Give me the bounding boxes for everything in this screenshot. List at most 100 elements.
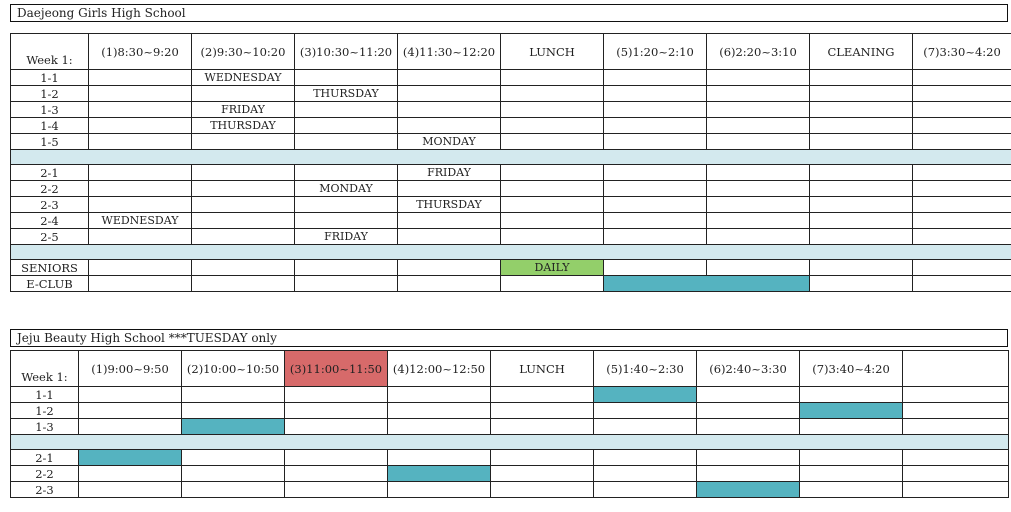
scheduled-block bbox=[696, 481, 800, 498]
schedule-cell: THURSDAY bbox=[191, 117, 295, 134]
schedule-cell bbox=[294, 133, 398, 150]
schedule-cell bbox=[912, 101, 1011, 118]
class-label: 2-3 bbox=[10, 196, 89, 213]
schedule-cell bbox=[706, 259, 810, 276]
period-header: (5)1:20~2:10 bbox=[603, 33, 707, 70]
period-header: CLEANING bbox=[809, 33, 913, 70]
schedule-cell bbox=[500, 212, 604, 229]
schedule-cell bbox=[593, 465, 697, 482]
schedule-cell bbox=[902, 418, 1009, 435]
schedule-cell bbox=[809, 164, 913, 181]
class-label: 1-3 bbox=[10, 418, 79, 435]
schedule-cell bbox=[706, 85, 810, 102]
separator-cell bbox=[10, 244, 1011, 260]
schedule-cell bbox=[912, 275, 1011, 292]
period-header: (4)12:00~12:50 bbox=[387, 350, 491, 387]
schedule-cell bbox=[902, 402, 1009, 419]
period-header: LUNCH bbox=[500, 33, 604, 70]
schedule-cell bbox=[397, 212, 501, 229]
class-row: 1-1 WEDNESDAY bbox=[10, 69, 1011, 86]
schedule-cell bbox=[799, 449, 903, 466]
period-header: (2)9:30~10:20 bbox=[191, 33, 295, 70]
class-label: 1-3 bbox=[10, 101, 89, 118]
schedule-cell bbox=[78, 402, 182, 419]
schedule-cell bbox=[78, 386, 182, 403]
schedule-cell bbox=[912, 133, 1011, 150]
schedule-cell bbox=[799, 465, 903, 482]
timetable-daejeong: Week 1: (1)8:30~9:20 (2)9:30~10:20 (3)10:30… bbox=[10, 33, 1011, 292]
schedule-cell: MONDAY bbox=[397, 133, 501, 150]
class-row: 2-3 bbox=[10, 481, 1009, 498]
schedule-cell bbox=[809, 101, 913, 118]
schedule-cell bbox=[490, 481, 594, 498]
schedule-cell bbox=[397, 69, 501, 86]
class-row: 1-4 THURSDAY bbox=[10, 117, 1011, 134]
schedule-cell bbox=[809, 196, 913, 213]
schedule-cell bbox=[397, 228, 501, 245]
schedule-cell bbox=[88, 69, 192, 86]
schedule-cell bbox=[706, 133, 810, 150]
schedule-cell bbox=[809, 259, 913, 276]
schedule-cell bbox=[88, 196, 192, 213]
schedule-cell bbox=[603, 196, 707, 213]
schedule-cell bbox=[294, 164, 398, 181]
schedule-cell bbox=[181, 386, 285, 403]
class-row: 2-4 WEDNESDAY bbox=[10, 212, 1011, 229]
schedule-cell bbox=[88, 117, 192, 134]
schedule-cell bbox=[706, 180, 810, 197]
schedule-cell bbox=[191, 85, 295, 102]
separator-cell bbox=[10, 434, 1009, 450]
scheduled-block bbox=[799, 402, 903, 419]
schedule-cell: THURSDAY bbox=[397, 196, 501, 213]
schedule-cell bbox=[809, 85, 913, 102]
schedule-cell bbox=[809, 180, 913, 197]
schedule-cell bbox=[706, 101, 810, 118]
schedule-cell bbox=[88, 101, 192, 118]
schedule-cell bbox=[500, 180, 604, 197]
class-row: 1-1 bbox=[10, 386, 1009, 403]
class-row: 2-5 FRIDAY bbox=[10, 228, 1011, 245]
schedule-cell bbox=[387, 481, 491, 498]
schedule-cell bbox=[603, 133, 707, 150]
schedule-cell bbox=[387, 402, 491, 419]
class-label: 1-5 bbox=[10, 133, 89, 150]
class-label: 1-2 bbox=[10, 85, 89, 102]
schedule-cell bbox=[500, 164, 604, 181]
schedule-cell bbox=[500, 85, 604, 102]
schedule-cell bbox=[294, 117, 398, 134]
schedule-cell bbox=[387, 386, 491, 403]
schedule-cell bbox=[809, 117, 913, 134]
schedule-cell bbox=[284, 418, 388, 435]
schedule-cell bbox=[294, 212, 398, 229]
schedule-cell bbox=[696, 386, 800, 403]
schedule-cell bbox=[593, 402, 697, 419]
schedule-cell bbox=[809, 228, 913, 245]
schedule-cell bbox=[78, 481, 182, 498]
schedule-cell: FRIDAY bbox=[294, 228, 398, 245]
week-label: Week 1: bbox=[10, 350, 79, 387]
eclub-block bbox=[603, 275, 810, 292]
schedule-cell bbox=[912, 85, 1011, 102]
schedule-cell bbox=[88, 180, 192, 197]
week-label: Week 1: bbox=[10, 33, 89, 70]
schedule-cell bbox=[912, 196, 1011, 213]
schedule-cell bbox=[912, 180, 1011, 197]
period-header: (7)3:30~4:20 bbox=[912, 33, 1011, 70]
schedule-cell bbox=[912, 69, 1011, 86]
class-row: 2-3 THURSDAY bbox=[10, 196, 1011, 213]
schedule-cell bbox=[78, 418, 182, 435]
schedule-cell bbox=[88, 164, 192, 181]
schedule-cell bbox=[191, 133, 295, 150]
schedule-cell: THURSDAY bbox=[294, 85, 398, 102]
schedule-cell bbox=[809, 69, 913, 86]
scheduled-block bbox=[78, 449, 182, 466]
schedule-cell bbox=[603, 69, 707, 86]
class-row: 2-1 FRIDAY bbox=[10, 164, 1011, 181]
schedule-cell bbox=[912, 117, 1011, 134]
schedule-cell: FRIDAY bbox=[397, 164, 501, 181]
schedule-cell bbox=[603, 180, 707, 197]
class-row: 1-2 bbox=[10, 402, 1009, 419]
class-row: 1-5 MONDAY bbox=[10, 133, 1011, 150]
schedule-cell bbox=[191, 180, 295, 197]
schedule-cell bbox=[809, 275, 913, 292]
